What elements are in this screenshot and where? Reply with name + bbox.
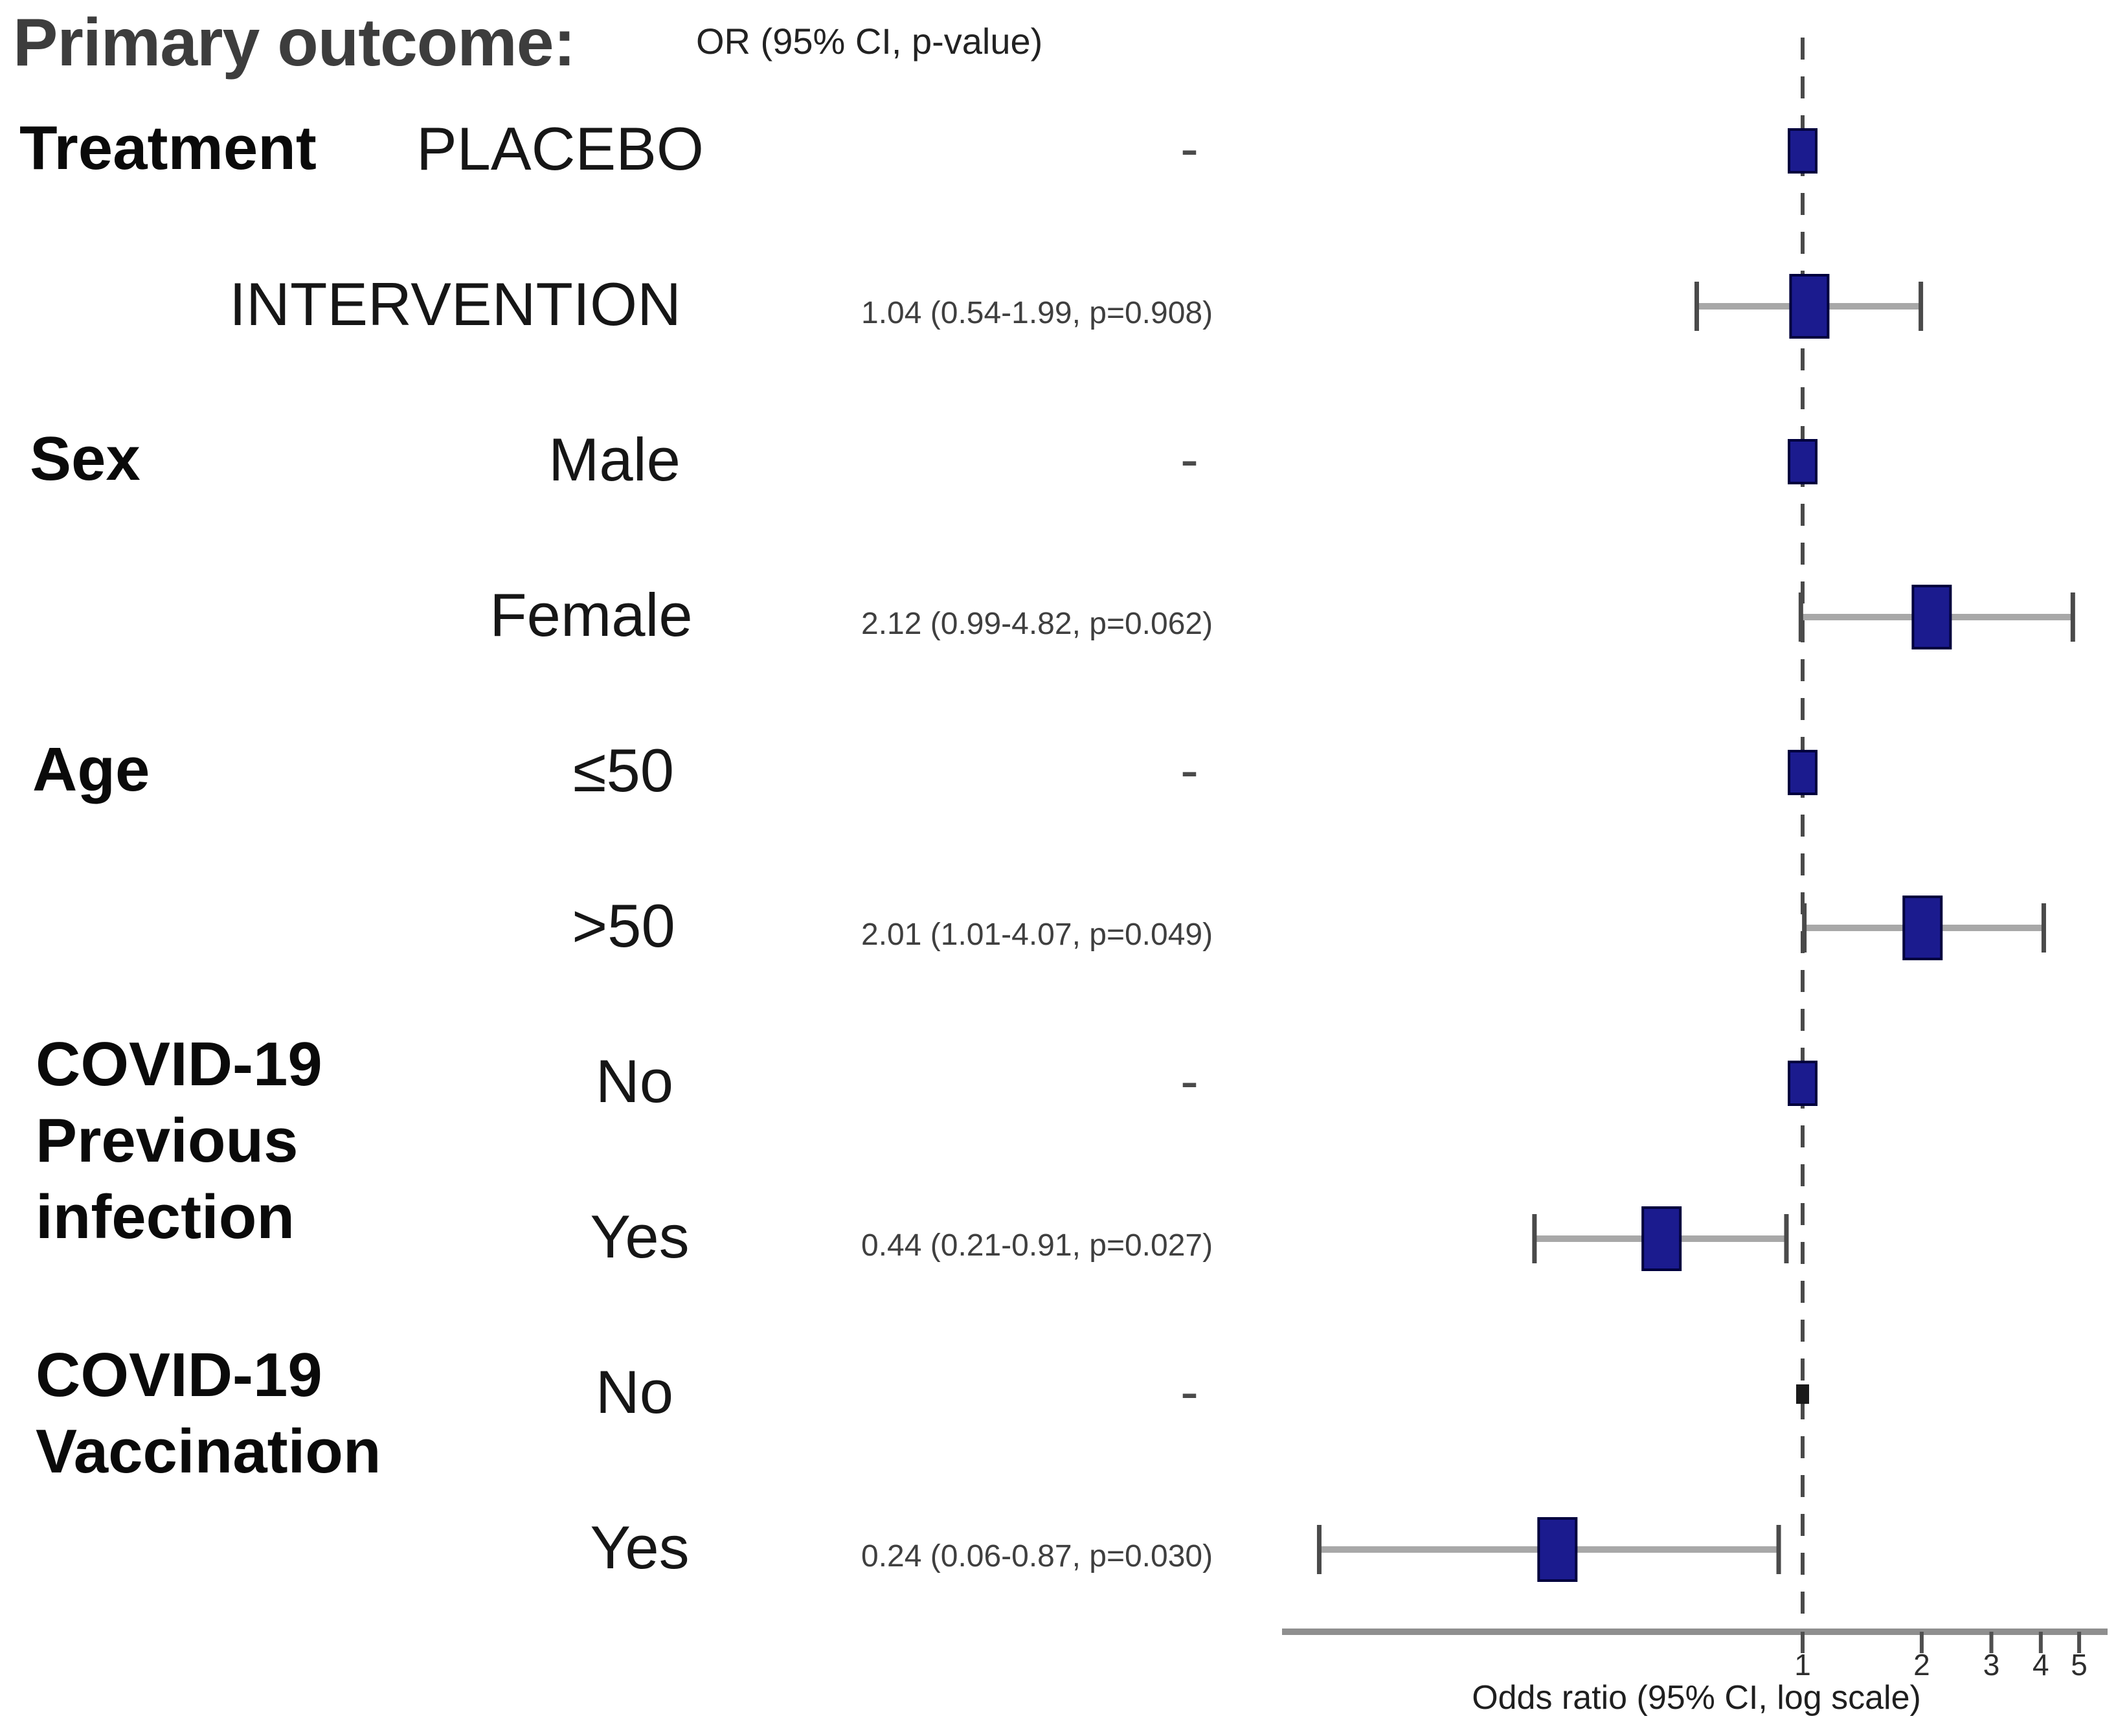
reference-dash: - — [1180, 1361, 1199, 1422]
row-label: Male — [548, 425, 681, 493]
or-marker — [1911, 585, 1952, 649]
or-marker — [1788, 1061, 1818, 1106]
group-label: Sex — [30, 424, 141, 493]
group-label: Previous — [36, 1106, 298, 1175]
row-label: INTERVENTION — [229, 270, 682, 338]
or-ci-text: 2.12 (0.99-4.82, p=0.062) — [861, 607, 1213, 641]
group-label: Treatment — [19, 113, 317, 183]
x-axis-label: Odds ratio (95% CI, log scale) — [1472, 1679, 1921, 1717]
or-column-header: OR (95% CI, p-value) — [696, 21, 1043, 62]
tick-label: 4 — [2032, 1648, 2049, 1682]
or-ci-text: 2.01 (1.01-4.07, p=0.049) — [861, 918, 1213, 952]
group-label: Age — [32, 735, 150, 804]
row-label: Yes — [590, 1513, 690, 1581]
or-ci-text: 1.04 (0.54-1.99, p=0.908) — [861, 296, 1213, 330]
or-ci-text: 0.44 (0.21-0.91, p=0.027) — [861, 1228, 1213, 1263]
tick-label: 5 — [2071, 1648, 2088, 1682]
or-marker — [1789, 274, 1830, 339]
row-label: >50 — [572, 892, 675, 960]
row-label: No — [595, 1358, 674, 1426]
group-label: infection — [36, 1182, 295, 1252]
or-marker — [1788, 750, 1818, 795]
reference-dash: - — [1180, 1050, 1199, 1111]
row-label: ≤50 — [572, 736, 675, 804]
reference-dash: - — [1180, 429, 1199, 490]
tick-label: 2 — [1913, 1648, 1930, 1682]
or-marker — [1902, 896, 1943, 960]
reference-dash: - — [1180, 739, 1199, 800]
group-label: Vaccination — [36, 1417, 381, 1486]
row-label: Female — [490, 581, 693, 649]
tick-label: 3 — [1983, 1648, 2000, 1682]
or-marker — [1641, 1206, 1682, 1271]
row-label: PLACEBO — [416, 115, 704, 183]
or-marker — [1788, 439, 1818, 484]
tick-label: 1 — [1794, 1648, 1811, 1682]
or-marker — [1788, 128, 1818, 174]
or-ci-text: 0.24 (0.06-0.87, p=0.030) — [861, 1539, 1213, 1573]
or-marker — [1537, 1517, 1578, 1582]
or-marker — [1796, 1384, 1809, 1404]
row-label: Yes — [590, 1202, 690, 1270]
row-label: No — [595, 1047, 674, 1115]
group-label: COVID-19 — [36, 1030, 322, 1099]
figure-title: Primary outcome: — [13, 5, 576, 80]
group-label: COVID-19 — [36, 1340, 322, 1410]
reference-dash: - — [1180, 118, 1199, 179]
